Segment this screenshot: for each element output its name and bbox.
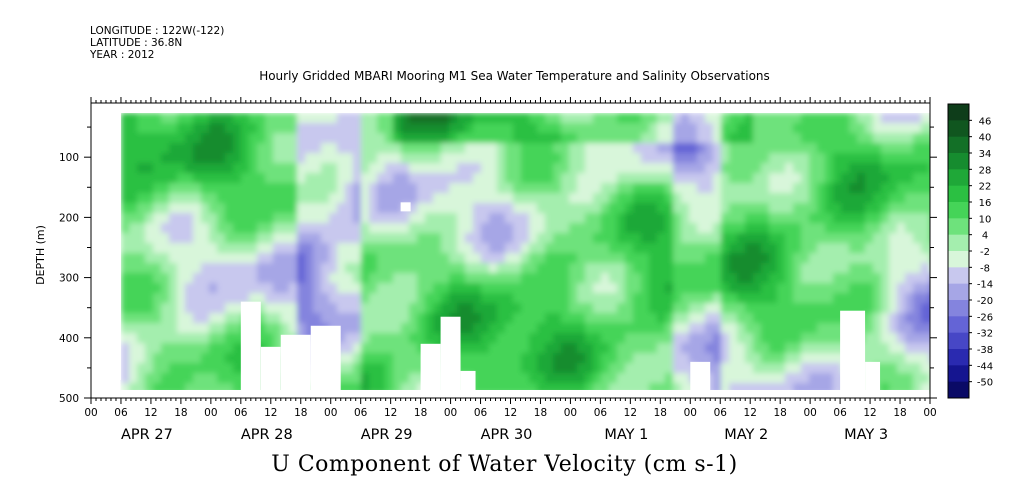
colorbar-label: -50 <box>977 378 993 389</box>
colorbar-label: -32 <box>977 329 993 340</box>
colorbar-label: 10 <box>979 214 992 225</box>
colorbar-swatch <box>948 316 969 334</box>
colorbar-label: -14 <box>977 280 993 291</box>
x-tick-label: 06 <box>714 407 728 419</box>
x-tick-label: 00 <box>564 407 577 419</box>
x-day-label: APR 29 <box>361 427 413 443</box>
colorbar-swatch <box>948 153 969 170</box>
colorbar-label: 34 <box>979 149 992 160</box>
colorbar-swatch <box>948 234 969 252</box>
colorbar-label: 46 <box>979 116 992 127</box>
x-tick-label: 00 <box>923 407 936 419</box>
x-tick-label: 18 <box>773 407 786 419</box>
y-tick-label: 500 <box>59 393 79 405</box>
x-tick-label: 00 <box>324 407 337 419</box>
colorbar-swatch <box>948 365 969 383</box>
x-tick-label: 12 <box>144 407 157 419</box>
x-tick-label: 06 <box>474 407 488 419</box>
colorbar-label: 28 <box>979 165 992 176</box>
colorbar-swatch <box>948 283 969 301</box>
x-tick-label: 00 <box>204 407 217 419</box>
x-tick-label: 18 <box>534 407 547 419</box>
x-tick-label: 12 <box>264 407 277 419</box>
x-tick-label: 00 <box>803 407 816 419</box>
colorbar-label: -38 <box>977 345 993 356</box>
x-tick-label: 00 <box>84 407 97 419</box>
colorbar-swatch <box>948 381 969 399</box>
colorbar-label: -20 <box>977 296 993 307</box>
colorbar-label: 16 <box>979 198 992 209</box>
x-tick-label: 12 <box>744 407 757 419</box>
x-tick-label: 18 <box>174 407 187 419</box>
year-label: YEAR : 2012 <box>90 49 155 61</box>
y-axis-label: DEPTH (m) <box>34 225 47 285</box>
colorbar-swatch <box>948 104 969 121</box>
longitude-label: LONGITUDE : 122W(-122) <box>90 25 225 37</box>
x-tick-label: 18 <box>654 407 667 419</box>
colorbar-swatch <box>948 251 969 268</box>
x-tick-label: 12 <box>863 407 876 419</box>
x-tick-label: 00 <box>444 407 457 419</box>
x-day-label: MAY 3 <box>844 427 888 443</box>
x-tick-label: 06 <box>234 407 248 419</box>
colorbar-swatch <box>948 136 969 154</box>
x-day-label: MAY 1 <box>604 427 648 443</box>
x-tick-label: 06 <box>354 407 368 419</box>
colorbar-swatch <box>948 169 969 187</box>
colorbar-legend: 46 40 34 28 22 16 10 4 -2 -8 -14 -20 -26 -32 -38 -44 -50 <box>947 103 993 399</box>
colorbar-swatch <box>948 300 969 317</box>
colorbar-swatch <box>948 202 969 219</box>
colorbar-label: -44 <box>977 361 993 372</box>
x-tick-label: 18 <box>294 407 307 419</box>
y-axis: 100 200 300 400 500 <box>59 126 937 405</box>
missing-data-mask <box>91 103 929 398</box>
x-tick-label: 12 <box>624 407 637 419</box>
colorbar-swatch <box>948 267 969 285</box>
colorbar-swatch <box>948 185 969 203</box>
chart-title: Hourly Gridded MBARI Mooring M1 Sea Wate… <box>259 69 770 83</box>
latitude-label: LATITUDE : 36.8N <box>90 37 183 49</box>
x-tick-label: 06 <box>833 407 847 419</box>
x-tick-label: 12 <box>504 407 517 419</box>
x-tick-label: 12 <box>384 407 397 419</box>
x-day-label: APR 27 <box>121 427 173 443</box>
colorbar-label: -2 <box>980 247 990 258</box>
colorbar-swatch <box>948 349 969 366</box>
colorbar-label: 4 <box>982 231 988 242</box>
x-day-label: APR 30 <box>481 427 533 443</box>
x-tick-label: 18 <box>893 407 906 419</box>
x-tick-label: 06 <box>594 407 608 419</box>
colorbar-label: 40 <box>979 133 992 144</box>
colorbar-label: 22 <box>979 182 992 193</box>
y-tick-label: 300 <box>59 273 79 285</box>
x-axis: 00 06 12 18 00 06 12 18 00 06 12 18 00 06 12 18 00 06 12 18… <box>84 97 937 443</box>
colorbar-label: -26 <box>977 312 993 323</box>
colorbar-swatch <box>948 120 969 138</box>
x-tick-label: 18 <box>414 407 427 419</box>
x-day-label: MAY 2 <box>724 427 768 443</box>
colorbar-swatch <box>948 218 969 236</box>
x-day-label: APR 28 <box>241 427 293 443</box>
colorbar-swatch <box>948 332 969 350</box>
y-tick-label: 100 <box>59 152 79 164</box>
y-tick-label: 400 <box>59 333 79 345</box>
y-tick-label: 200 <box>59 212 79 224</box>
chart-caption: U Component of Water Velocity (cm s-1) <box>271 452 738 477</box>
x-tick-label: 06 <box>114 407 128 419</box>
x-tick-label: 00 <box>684 407 697 419</box>
colorbar-label: -8 <box>980 263 990 274</box>
